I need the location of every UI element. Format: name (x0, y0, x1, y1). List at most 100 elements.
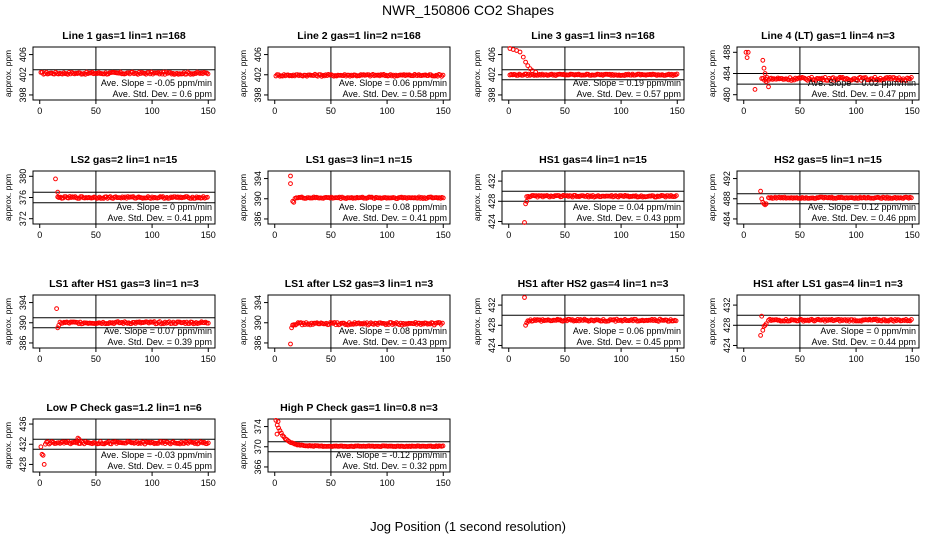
panel-2: Line 2 gas=1 lin=2 n=168 0 50 100 150 398 402 4… (238, 30, 451, 116)
stddev-annotation: Ave. Std. Dev. = 0.43 ppm (343, 337, 447, 347)
stddev-annotation: Ave. Std. Dev. = 0.47 ppm (812, 89, 916, 99)
data-point (525, 63, 531, 69)
y-tick-label: 406 (253, 47, 263, 62)
x-tick-label: 150 (670, 230, 685, 240)
y-axis-label: approx. ppm (707, 50, 717, 97)
y-axis-label: approx. ppm (472, 174, 482, 221)
data-point (54, 306, 59, 312)
y-axis-label: approx. ppm (3, 422, 13, 469)
x-tick-label: 100 (614, 106, 629, 116)
x-tick-label: 50 (326, 230, 336, 240)
data-point (859, 78, 864, 83)
data-point (909, 317, 914, 322)
panel-4: Line 4 (LT) gas=1 lin=4 n=3 0 50 100 150 480 4… (707, 30, 920, 116)
x-tick-label: 100 (614, 230, 629, 240)
slope-annotation: Ave. Slope = 0.07 ppm/min (104, 326, 212, 336)
data-point (673, 318, 679, 324)
y-tick-label: 390 (253, 315, 263, 330)
data-point (301, 320, 306, 326)
y-tick-label: 424 (487, 214, 497, 229)
y-tick-label: 432 (487, 298, 497, 313)
y-tick-label: 394 (253, 171, 263, 186)
data-point (133, 321, 138, 326)
x-tick-label: 100 (145, 478, 160, 488)
data-point (440, 320, 445, 326)
y-tick-label: 488 (722, 191, 732, 206)
x-tick-label: 150 (905, 354, 920, 364)
slope-annotation: Ave. Slope = 0.08 ppm/min (339, 202, 447, 212)
panel-title: LS1 after LS2 gas=3 lin=1 n=3 (285, 278, 434, 290)
data-point (39, 451, 45, 457)
panel-7: HS1 gas=4 lin=1 n=15 0 50 100 150 424 428 432 ap… (472, 154, 685, 240)
y-tick-label: 492 (722, 171, 732, 186)
data-point (884, 194, 890, 200)
data-point (522, 295, 527, 300)
data-point (759, 313, 765, 319)
data-point (523, 322, 528, 328)
plot-frame (736, 294, 920, 349)
slope-annotation: Ave. Slope = -0.05 ppm/min (101, 78, 212, 88)
y-tick-label: 398 (253, 87, 263, 102)
y-axis-label: approx. ppm (3, 174, 13, 221)
stddev-annotation: Ave. Std. Dev. = 0.46 ppm (812, 213, 916, 223)
y-tick-label: 424 (722, 338, 732, 353)
y-tick-label: 428 (487, 194, 497, 209)
data-point (758, 188, 763, 194)
slope-annotation: Ave. Slope = 0.06 ppm/min (573, 326, 681, 336)
x-tick-label: 0 (37, 106, 42, 116)
data-point (752, 87, 758, 92)
x-tick-label: 0 (272, 478, 277, 488)
data-point (745, 49, 751, 55)
data-point (674, 71, 680, 77)
panel-title: Line 2 gas=1 lin=2 n=168 (297, 30, 421, 42)
panel-title: HS1 after HS2 gas=4 lin=1 n=3 (518, 278, 669, 290)
x-tick-label: 150 (670, 354, 685, 364)
data-point (520, 54, 526, 60)
panel-5: LS2 gas=2 lin=1 n=15 0 50 100 150 372 376 380 ap… (3, 154, 216, 240)
y-tick-label: 428 (722, 318, 732, 333)
y-axis-label: approx. ppm (238, 422, 248, 469)
slope-annotation: Ave. Slope = 0.19 ppm/min (573, 78, 681, 88)
stddev-annotation: Ave. Std. Dev. = 0.39 ppm (108, 337, 212, 347)
y-tick-label: 484 (722, 211, 732, 226)
data-point (274, 431, 280, 437)
data-point (523, 201, 528, 207)
figure-title: NWR_150806 CO2 Shapes (382, 2, 554, 18)
x-tick-label: 50 (326, 478, 336, 488)
y-tick-label: 390 (253, 191, 263, 206)
x-tick-label: 0 (37, 478, 42, 488)
y-tick-label: 402 (253, 67, 263, 82)
stddev-annotation: Ave. Std. Dev. = 0.32 ppm (343, 461, 447, 471)
y-tick-label: 394 (253, 295, 263, 310)
y-tick-label: 402 (487, 67, 497, 82)
slope-annotation: Ave. Slope = 0.04 ppm/min (573, 202, 681, 212)
data-point (273, 418, 279, 423)
x-tick-label: 100 (380, 354, 395, 364)
stddev-annotation: Ave. Std. Dev. = 0.41 ppm (343, 213, 447, 223)
data-point (762, 202, 768, 208)
panel-title: Low P Check gas=1.2 lin=1 n=6 (46, 402, 201, 414)
x-tick-label: 50 (326, 106, 336, 116)
y-axis-label: approx. ppm (238, 298, 248, 345)
data-point (55, 189, 61, 195)
stddev-annotation: Ave. Std. Dev. = 0.44 ppm (812, 337, 916, 347)
plot-frame (501, 170, 685, 225)
stddev-annotation: Ave. Std. Dev. = 0.45 ppm (108, 461, 212, 471)
data-point (416, 194, 422, 200)
data-point (440, 443, 446, 449)
y-axis-label: approx. ppm (238, 174, 248, 221)
y-tick-label: 402 (18, 67, 28, 82)
panel-title: LS2 gas=2 lin=1 n=15 (71, 154, 178, 166)
panel-grid: Line 1 gas=1 lin=1 n=168 0 50 100 150 398 402 4… (3, 30, 920, 488)
plot-frame (32, 418, 216, 473)
panel-12: HS1 after LS1 gas=4 lin=1 n=3 0 50 100 150 42… (707, 278, 920, 364)
x-tick-label: 100 (849, 230, 864, 240)
panel-title: HS1 after LS1 gas=4 lin=1 n=3 (753, 278, 903, 290)
y-tick-label: 394 (18, 295, 28, 310)
data-point (388, 72, 393, 77)
slope-annotation: Ave. Slope = -0.03 ppm/min (101, 450, 212, 460)
panel-title: HS2 gas=5 lin=1 n=15 (774, 154, 882, 166)
plot-frame (501, 46, 685, 101)
plot-frame (32, 294, 216, 349)
x-tick-label: 50 (795, 230, 805, 240)
